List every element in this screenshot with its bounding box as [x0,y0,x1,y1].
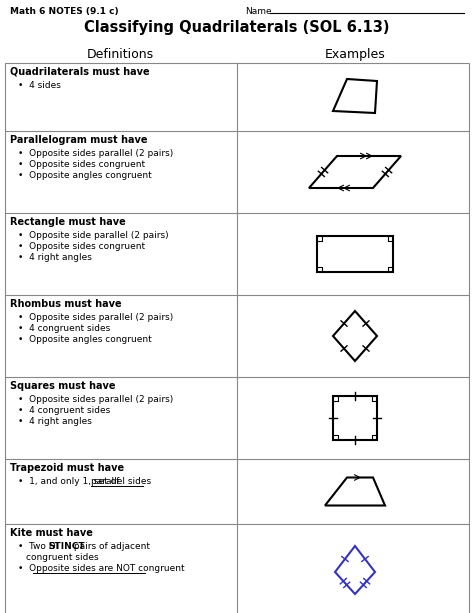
Text: •  Opposite angles congruent: • Opposite angles congruent [18,335,152,344]
Text: congruent sides: congruent sides [26,553,99,562]
Text: •  4 sides: • 4 sides [18,81,61,90]
Text: Math 6 NOTES (9.1 c): Math 6 NOTES (9.1 c) [10,7,118,16]
Text: •  Opposite sides congruent: • Opposite sides congruent [18,160,145,169]
Text: •  4 congruent sides: • 4 congruent sides [18,324,110,333]
Text: •  4 right angles: • 4 right angles [18,253,92,262]
Text: Name: Name [245,7,272,16]
Text: Classifying Quadrilaterals (SOL 6.13): Classifying Quadrilaterals (SOL 6.13) [84,20,390,35]
Text: STINCT: STINCT [48,542,85,551]
Text: •  Opposite sides parallel (2 pairs): • Opposite sides parallel (2 pairs) [18,313,173,322]
Text: Rectangle must have: Rectangle must have [10,217,126,227]
Text: •  Opposite sides parallel (2 pairs): • Opposite sides parallel (2 pairs) [18,395,173,404]
Text: •  Opposite sides congruent: • Opposite sides congruent [18,242,145,251]
Text: Definitions: Definitions [86,48,154,61]
Bar [317,236,393,272]
Text: Kite must have: Kite must have [10,528,93,538]
Text: •  Opposite angles congruent: • Opposite angles congruent [18,171,152,180]
Text: Examples: Examples [325,48,385,61]
Text: •  Two DI: • Two DI [18,542,58,551]
Text: Parallelogram must have: Parallelogram must have [10,135,147,145]
Text: Squares must have: Squares must have [10,381,116,391]
Text: pairs of adjacent: pairs of adjacent [71,542,150,551]
Text: •  1, and only 1, set of: • 1, and only 1, set of [18,477,122,486]
Text: Quadrilaterals must have: Quadrilaterals must have [10,67,150,77]
Text: Trapezoid must have: Trapezoid must have [10,463,124,473]
Text: parallel sides: parallel sides [91,477,151,486]
Text: •  Opposite sides parallel (2 pairs): • Opposite sides parallel (2 pairs) [18,149,173,158]
Text: Rhombus must have: Rhombus must have [10,299,122,309]
Text: •  4 right angles: • 4 right angles [18,417,92,426]
Text: •  Opposite side parallel (2 pairs): • Opposite side parallel (2 pairs) [18,231,169,240]
Text: •  Opposite sides are NOT congruent: • Opposite sides are NOT congruent [18,564,185,573]
Bar [333,396,377,440]
Text: •  4 congruent sides: • 4 congruent sides [18,406,110,415]
